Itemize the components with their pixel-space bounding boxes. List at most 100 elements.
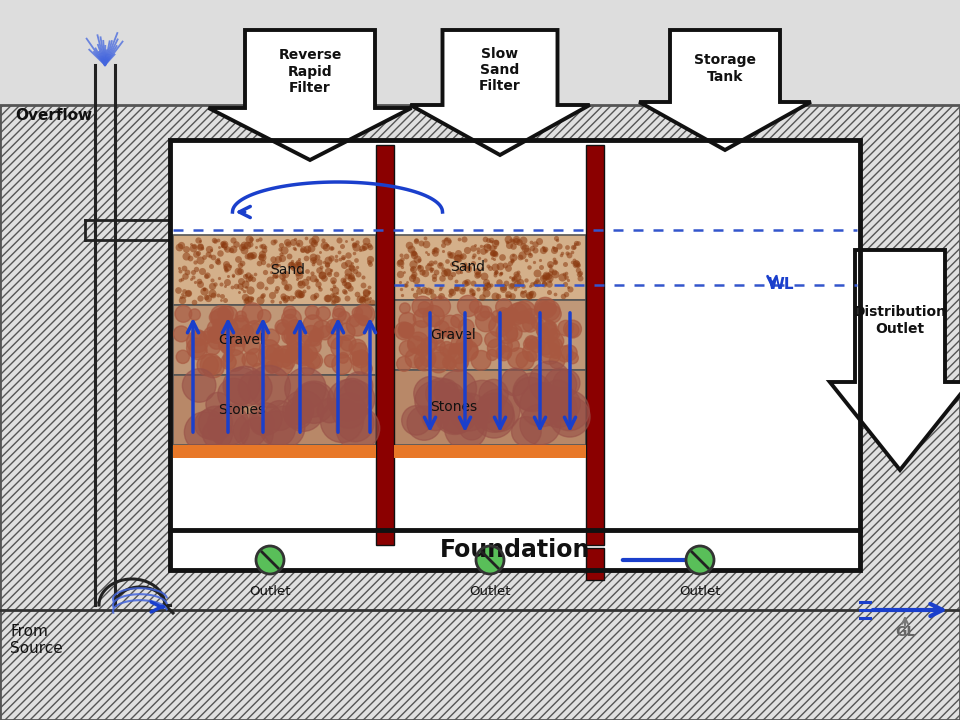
Circle shape xyxy=(542,380,572,410)
Circle shape xyxy=(547,387,581,420)
Circle shape xyxy=(411,320,431,341)
Circle shape xyxy=(496,322,517,343)
Circle shape xyxy=(242,352,257,367)
Circle shape xyxy=(456,336,472,352)
Circle shape xyxy=(266,361,278,374)
Polygon shape xyxy=(208,30,412,160)
Circle shape xyxy=(262,329,279,346)
Circle shape xyxy=(414,377,448,410)
Circle shape xyxy=(212,323,228,341)
Circle shape xyxy=(330,319,343,331)
Circle shape xyxy=(285,368,326,409)
Circle shape xyxy=(536,319,556,339)
Circle shape xyxy=(264,400,295,431)
Circle shape xyxy=(529,361,571,403)
Circle shape xyxy=(338,311,350,323)
Circle shape xyxy=(184,412,225,452)
Circle shape xyxy=(203,419,232,449)
Circle shape xyxy=(332,354,352,374)
Circle shape xyxy=(177,350,189,364)
Circle shape xyxy=(262,406,305,449)
Bar xyxy=(586,548,604,580)
Circle shape xyxy=(282,390,324,431)
Circle shape xyxy=(313,320,331,338)
Circle shape xyxy=(514,377,547,410)
Circle shape xyxy=(558,320,573,336)
Circle shape xyxy=(200,331,212,343)
Circle shape xyxy=(224,350,246,372)
Circle shape xyxy=(398,323,410,335)
Circle shape xyxy=(276,323,288,334)
Circle shape xyxy=(284,328,301,345)
Circle shape xyxy=(327,379,369,420)
Circle shape xyxy=(223,328,241,347)
Circle shape xyxy=(361,363,372,374)
Circle shape xyxy=(497,312,510,325)
Circle shape xyxy=(538,338,554,355)
Circle shape xyxy=(311,329,324,341)
Circle shape xyxy=(422,404,448,431)
Circle shape xyxy=(489,316,510,337)
Circle shape xyxy=(201,354,222,375)
Circle shape xyxy=(455,357,468,370)
Bar xyxy=(173,445,376,458)
Circle shape xyxy=(415,357,428,369)
Circle shape xyxy=(286,320,304,338)
Circle shape xyxy=(225,366,265,406)
Circle shape xyxy=(566,352,578,364)
Circle shape xyxy=(503,327,517,341)
Polygon shape xyxy=(639,30,811,150)
Circle shape xyxy=(437,383,465,410)
Circle shape xyxy=(305,305,319,320)
Polygon shape xyxy=(829,250,960,470)
Circle shape xyxy=(223,342,235,354)
Circle shape xyxy=(512,417,541,446)
Circle shape xyxy=(516,351,534,369)
Circle shape xyxy=(435,321,449,336)
Circle shape xyxy=(213,320,226,333)
Circle shape xyxy=(451,333,472,354)
Circle shape xyxy=(354,304,374,325)
Circle shape xyxy=(497,307,510,320)
Circle shape xyxy=(443,356,455,369)
Circle shape xyxy=(448,343,468,364)
Circle shape xyxy=(249,323,264,340)
Circle shape xyxy=(241,325,253,337)
Circle shape xyxy=(449,343,460,354)
Circle shape xyxy=(399,324,413,337)
Circle shape xyxy=(287,341,299,351)
Circle shape xyxy=(415,381,454,420)
Text: Reverse
Rapid
Filter: Reverse Rapid Filter xyxy=(278,48,342,95)
Circle shape xyxy=(535,297,556,319)
Circle shape xyxy=(189,309,201,320)
Circle shape xyxy=(539,342,561,364)
Text: Sand: Sand xyxy=(450,260,485,274)
Circle shape xyxy=(204,327,219,342)
Circle shape xyxy=(282,330,296,343)
Circle shape xyxy=(286,326,300,341)
Circle shape xyxy=(417,344,428,356)
Circle shape xyxy=(186,330,208,353)
Circle shape xyxy=(564,320,582,338)
Circle shape xyxy=(296,382,330,417)
Circle shape xyxy=(238,371,272,405)
Circle shape xyxy=(546,390,574,418)
Circle shape xyxy=(174,326,189,342)
Circle shape xyxy=(496,346,511,361)
Circle shape xyxy=(435,341,445,351)
Circle shape xyxy=(508,348,528,369)
Circle shape xyxy=(544,369,577,401)
Circle shape xyxy=(276,320,290,335)
Circle shape xyxy=(462,343,478,359)
Circle shape xyxy=(401,405,431,435)
Circle shape xyxy=(243,337,260,354)
Circle shape xyxy=(468,332,482,347)
Circle shape xyxy=(333,305,345,317)
Circle shape xyxy=(336,407,380,450)
Circle shape xyxy=(399,341,416,356)
Circle shape xyxy=(232,318,249,335)
Circle shape xyxy=(543,305,562,323)
Circle shape xyxy=(423,305,444,327)
Circle shape xyxy=(398,312,416,329)
Circle shape xyxy=(501,368,529,396)
